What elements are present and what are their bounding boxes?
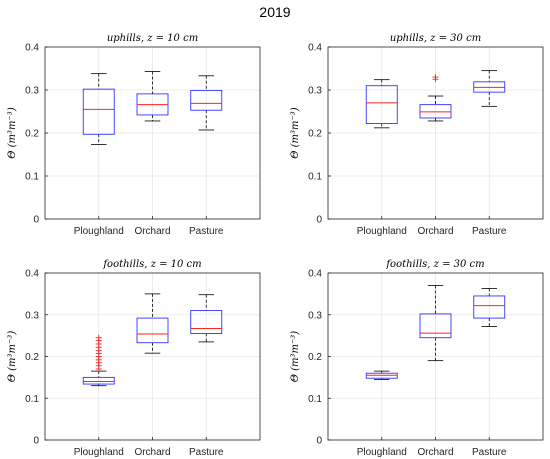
- axes-frame: [44, 46, 261, 220]
- y-tick-label: 0: [33, 436, 39, 447]
- y-tick-label: 0.4: [308, 269, 322, 280]
- box-orchard: [419, 285, 452, 362]
- x-tick-label: Ploughland: [74, 447, 124, 458]
- y-tick-label: 0.4: [308, 43, 322, 54]
- axes-frame: [327, 46, 544, 220]
- box-orchard: [136, 71, 169, 122]
- y-tick-label: 0.2: [308, 352, 322, 363]
- box-iqr: [82, 376, 115, 385]
- x-tick-label: Ploughland: [357, 447, 407, 458]
- outlier-marker: [95, 334, 102, 341]
- panel-title: foothills, z = 30 cm: [385, 259, 484, 270]
- box-iqr: [365, 85, 398, 124]
- y-tick-label: 0: [33, 215, 39, 226]
- y-tick-label: 0.4: [25, 269, 39, 280]
- axes-frame: [327, 272, 544, 441]
- box-ploughland: [82, 334, 115, 387]
- panel-3: 0 0.1 0.2 0.3 0.4 Ploughland Orchard Pasture foo…: [7, 259, 261, 458]
- y-tick-label: 0.2: [25, 129, 39, 140]
- panel-title: uphills, z = 10 cm: [107, 33, 198, 44]
- box-iqr: [419, 104, 452, 119]
- y-axis-label: Θ (m³m⁻³): [290, 107, 301, 159]
- y-tick-label: 0.4: [25, 43, 39, 54]
- box-ploughland: [365, 79, 398, 129]
- x-tick-label: Ploughland: [74, 226, 124, 237]
- y-tick-label: 0.1: [308, 172, 322, 183]
- box-iqr: [82, 88, 115, 135]
- y-axis-label: Θ (m³m⁻³): [7, 331, 18, 383]
- panel-title: uphills, z = 30 cm: [390, 33, 481, 44]
- y-axis-label: Θ (m³m⁻³): [7, 107, 18, 159]
- x-tick-label: Pasture: [189, 226, 224, 237]
- figure-title: 2019: [259, 4, 290, 20]
- box-pasture: [190, 75, 223, 131]
- box-orchard: [419, 74, 452, 122]
- panel-1: 0 0.1 0.2 0.3 0.4 Ploughland Orchard Pasture uph…: [7, 33, 261, 237]
- y-tick-label: 0.1: [308, 394, 322, 405]
- box-iqr: [190, 89, 223, 111]
- x-tick-label: Orchard: [134, 226, 170, 237]
- x-tick-label: Ploughland: [357, 226, 407, 237]
- box-iqr: [190, 310, 223, 334]
- x-tick-label: Pasture: [472, 447, 507, 458]
- y-axis-label: Θ (m³m⁻³): [290, 331, 301, 383]
- outlier-marker: [432, 74, 439, 81]
- box-ploughland: [365, 370, 398, 380]
- y-tick-label: 0.3: [308, 86, 322, 97]
- box-pasture: [473, 70, 506, 107]
- y-tick-label: 0.1: [25, 172, 39, 183]
- axes-frame: [44, 272, 261, 441]
- box-iqr: [473, 295, 506, 319]
- box-ploughland: [82, 73, 115, 146]
- y-tick-label: 0.3: [308, 310, 322, 321]
- panel-title: foothills, z = 10 cm: [102, 259, 201, 270]
- y-tick-label: 0.3: [25, 86, 39, 97]
- y-tick-label: 0.3: [25, 310, 39, 321]
- y-tick-label: 0.2: [25, 352, 39, 363]
- y-tick-label: 0: [316, 215, 322, 226]
- x-tick-label: Pasture: [189, 447, 224, 458]
- y-tick-label: 0.2: [308, 129, 322, 140]
- box-pasture: [190, 294, 223, 343]
- x-tick-label: Pasture: [472, 226, 507, 237]
- x-tick-label: Orchard: [417, 447, 453, 458]
- box-iqr: [419, 313, 452, 339]
- panel-4: 0 0.1 0.2 0.3 0.4 Ploughland Orchard Pasture foo…: [290, 259, 544, 458]
- box-pasture: [473, 288, 506, 327]
- panel-2: 0 0.1 0.2 0.3 0.4 Ploughland Orchard Pasture uph…: [290, 33, 544, 237]
- y-tick-label: 0.1: [25, 394, 39, 405]
- x-tick-label: Orchard: [134, 447, 170, 458]
- x-tick-label: Orchard: [417, 226, 453, 237]
- box-iqr: [136, 317, 169, 344]
- box-orchard: [136, 293, 169, 354]
- y-tick-label: 0: [316, 436, 322, 447]
